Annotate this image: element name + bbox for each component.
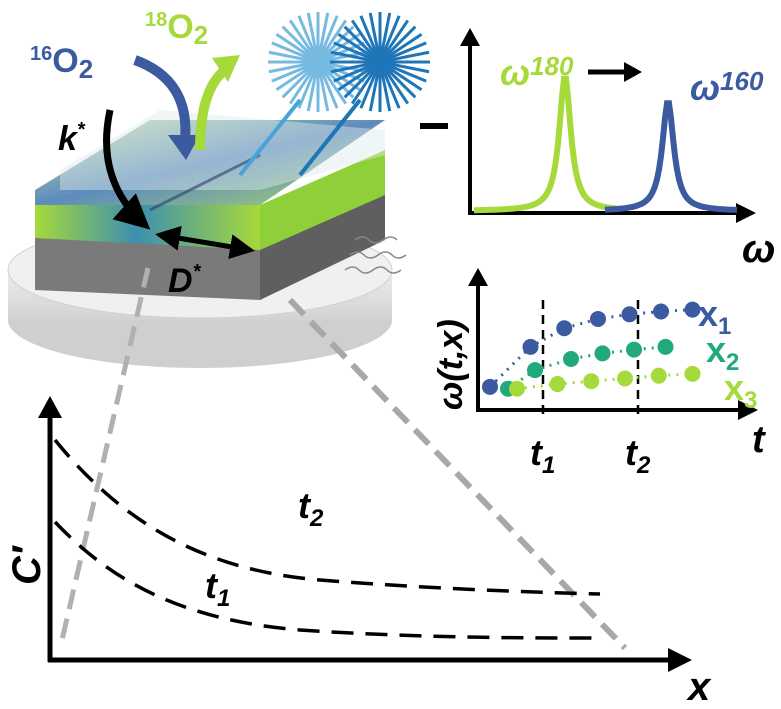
- series-x3-point-0: [509, 380, 525, 397]
- series-x1-point-0: [482, 378, 498, 395]
- peak-omega160: [604, 100, 738, 213]
- surface-exchange-arrow: [103, 109, 151, 230]
- laser-beam-1: [238, 98, 302, 177]
- x3-label: x3: [724, 367, 757, 414]
- series-x2-point-3: [594, 345, 611, 362]
- profile-x-label: x: [686, 665, 712, 709]
- heat-wave-2: [349, 251, 407, 259]
- time-y-label: ω(t,x): [432, 319, 470, 410]
- profile-curve-t1: [53, 520, 601, 640]
- omega160-label: ω160: [690, 66, 764, 108]
- time-x-label: t: [752, 419, 766, 461]
- film-right-face: [260, 150, 385, 250]
- x1-label: x1: [698, 293, 731, 340]
- profile-y-label: C′: [5, 544, 49, 585]
- time-evolution-plot: [468, 268, 758, 420]
- series-x3-point-2: [583, 373, 600, 390]
- spectrum-plot: [420, 28, 756, 223]
- series-x1-point-2: [556, 320, 573, 337]
- series-x1-point-3: [590, 310, 606, 327]
- series-x3-point-4: [650, 367, 667, 384]
- time-series-layer: [482, 301, 701, 397]
- series-x1-point-1: [522, 338, 539, 355]
- series-x2-point-4: [626, 341, 642, 358]
- trench-line: [149, 153, 261, 212]
- series-x1-point-4: [621, 306, 638, 323]
- omega180-label: ω180: [500, 51, 574, 93]
- concentration-profile-plot: [38, 396, 692, 672]
- k-star-label: k*: [58, 119, 86, 158]
- o18-arrowhead: [212, 55, 240, 82]
- laser-beam-2: [298, 98, 362, 177]
- profile-y-arrowhead: [38, 396, 62, 418]
- series-x2-point-2: [563, 350, 579, 367]
- spectrum-y-arrowhead: [460, 28, 480, 46]
- laser-bursts: [238, 12, 430, 177]
- heat-wave-1: [344, 266, 402, 274]
- series-x3-point-1: [549, 376, 566, 393]
- spectrum-x-arrowhead: [736, 203, 756, 223]
- sample-device: [7, 55, 407, 368]
- series-x3-point-3: [617, 370, 633, 387]
- laser-burst-dark: [330, 12, 430, 112]
- peak-omega180: [474, 75, 621, 214]
- series-x3-point-5: [684, 365, 701, 382]
- o16-incoming-arrow: [133, 55, 191, 141]
- film-top-face: [35, 120, 385, 205]
- o18-outgoing-arrow: [195, 66, 229, 151]
- profile-x-arrowhead: [668, 648, 692, 672]
- series-x2-point-1: [527, 362, 543, 379]
- o16-arrowhead: [168, 135, 200, 160]
- series-x2-point-5: [657, 338, 674, 355]
- profile-curve-t2: [53, 438, 601, 596]
- o18-label: 18O2: [145, 8, 208, 50]
- diffusion-arrow: [155, 225, 255, 260]
- time-x-arrowhead: [738, 400, 758, 420]
- peak-shift-arrowhead: [624, 62, 642, 82]
- series-x1-point-5: [653, 303, 669, 320]
- time-y-arrowhead: [468, 268, 488, 286]
- curve-t2-label: t2: [298, 485, 324, 532]
- heat-wave-3: [354, 236, 398, 244]
- zoom-guide-right: [287, 297, 628, 651]
- t1-label: t1: [530, 432, 555, 479]
- curve-t1-label: t1: [205, 565, 230, 612]
- spectrum-x-label: ω: [742, 227, 775, 271]
- t2-label: t2: [625, 432, 651, 479]
- zoom-guide-left: [59, 267, 151, 641]
- series-x1-point-6: [684, 301, 701, 318]
- o16-label: 16O2: [30, 42, 93, 84]
- x2-label: x2: [706, 329, 739, 376]
- d-star-label: D*: [168, 261, 202, 300]
